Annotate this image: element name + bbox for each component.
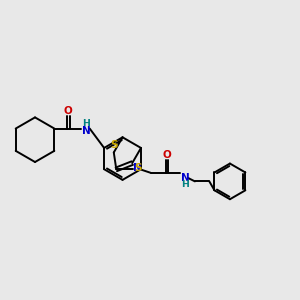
Text: H: H (82, 119, 90, 128)
Text: N: N (181, 173, 189, 183)
Text: S: S (134, 163, 141, 173)
Text: N: N (133, 163, 142, 173)
Text: O: O (63, 106, 72, 116)
Text: H: H (181, 180, 189, 189)
Text: S: S (110, 140, 118, 150)
Text: O: O (162, 150, 171, 160)
Text: N: N (82, 126, 90, 136)
